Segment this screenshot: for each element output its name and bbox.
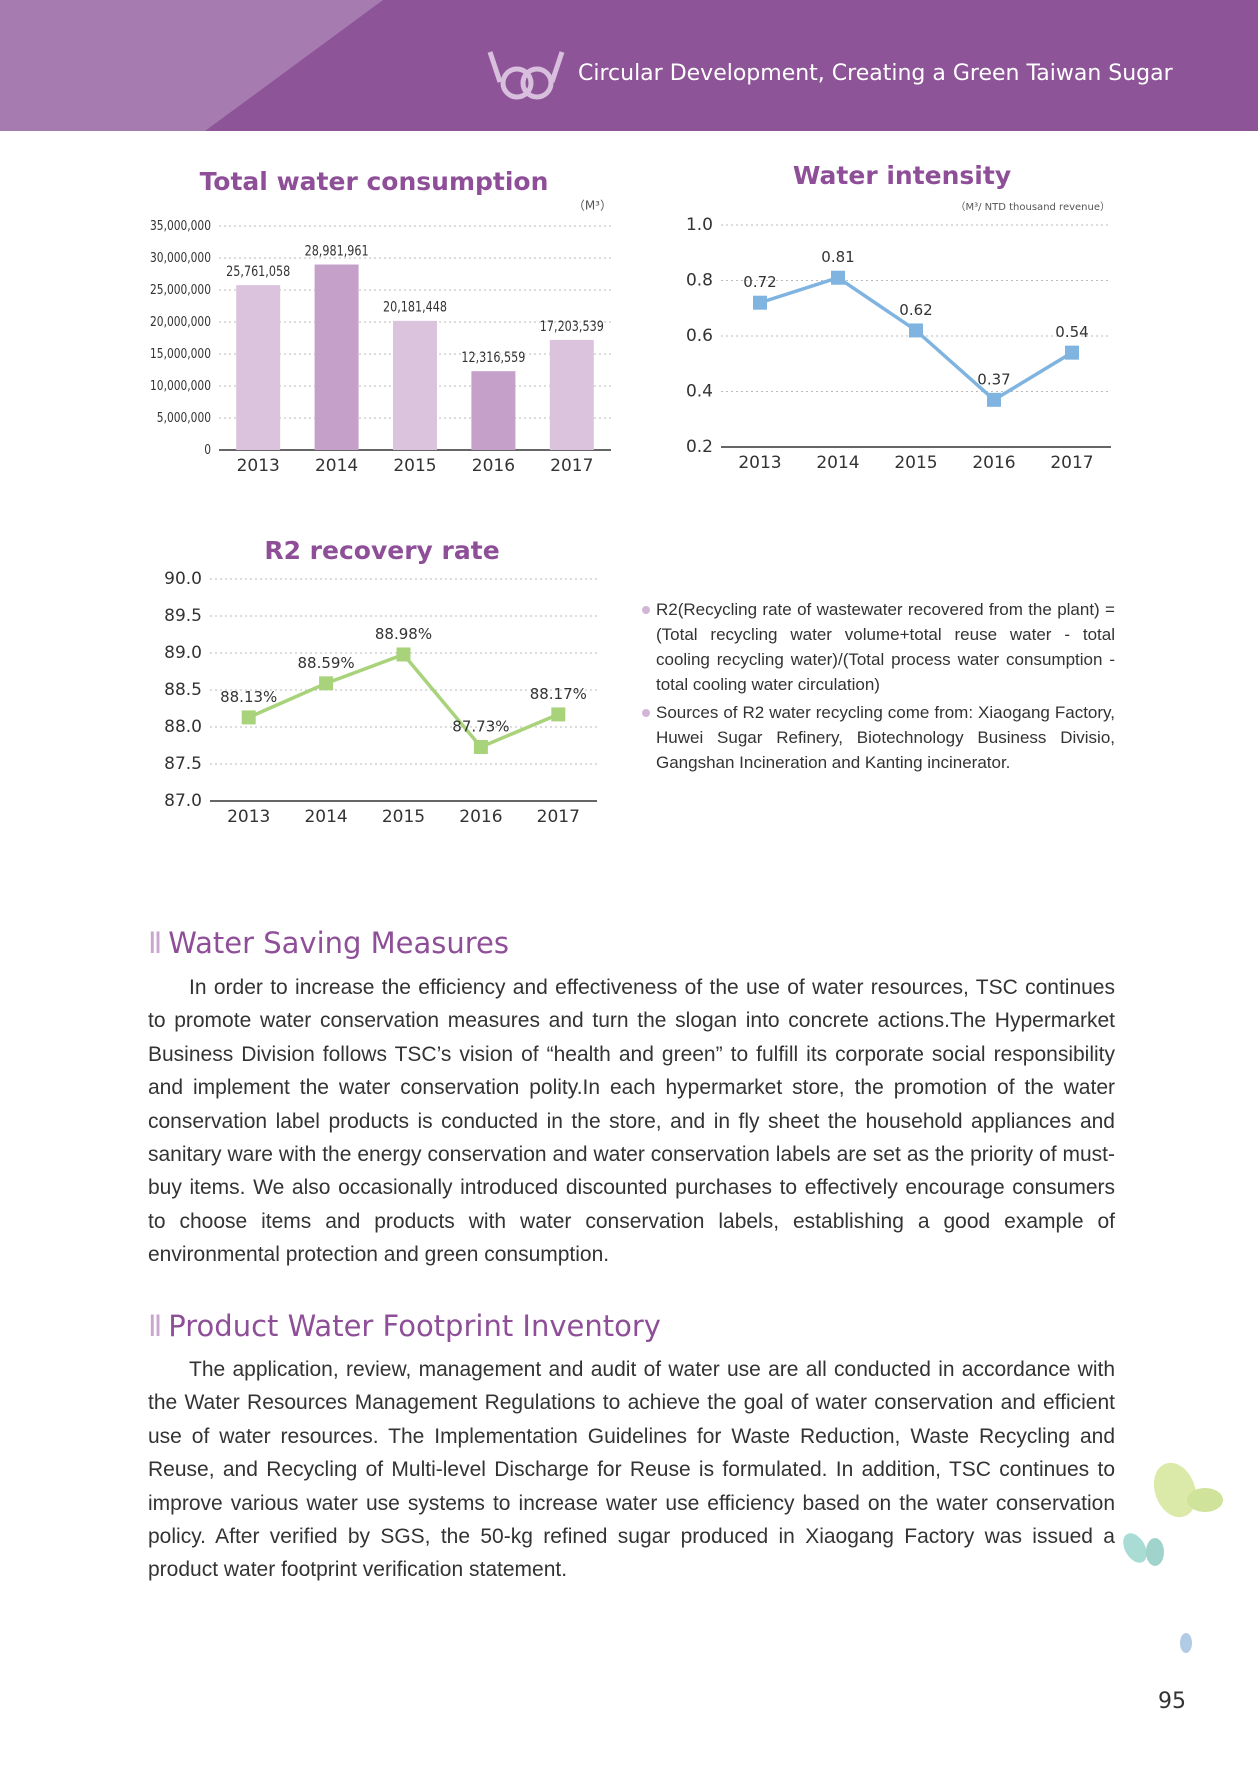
header-accent <box>0 0 383 131</box>
x-tick-label: 2017 <box>550 456 593 476</box>
bar <box>549 339 594 450</box>
page-number: 95 <box>1158 1689 1186 1714</box>
section-heading: Ⅱ Water Saving Measures <box>148 926 509 960</box>
y-tick-label: 0.4 <box>686 382 713 402</box>
note: Sources of R2 water recycling come from:… <box>640 700 1115 775</box>
notes: R2(Recycling rate of wastewater recovere… <box>640 597 1115 778</box>
x-tick-label: 2015 <box>382 807 425 827</box>
y-tick-label: 90.0 <box>164 569 202 589</box>
heading-marker: Ⅱ <box>148 1309 163 1343</box>
note: R2(Recycling rate of wastewater recovere… <box>640 597 1115 697</box>
y-tick-label: 10,000,000 <box>150 378 211 393</box>
marker <box>987 392 1001 407</box>
data-label: 17,203,539 <box>540 318 604 335</box>
bar <box>236 285 281 450</box>
y-tick-label: 0.8 <box>686 271 713 291</box>
y-tick-label: 1.0 <box>686 215 713 235</box>
y-tick-label: 0.6 <box>686 326 713 346</box>
butterflies <box>1123 1462 1223 1653</box>
x-tick-label: 2017 <box>1050 453 1093 473</box>
marker <box>241 710 256 725</box>
chart-title: Total water consumption <box>200 167 549 196</box>
section-heading: Ⅱ Product Water Footprint Inventory <box>148 1309 661 1343</box>
line <box>759 275 1073 402</box>
heading-text: Water Saving Measures <box>168 926 509 960</box>
y-tick-label: 15,000,000 <box>150 346 211 361</box>
data-label: 0.37 <box>977 370 1010 388</box>
y-tick-label: 35,000,000 <box>150 218 211 233</box>
chart-title: R2 recovery rate <box>264 536 499 565</box>
x-tick-label: 2015 <box>393 456 436 476</box>
data-label: 0.72 <box>743 273 776 291</box>
x-tick-label: 2013 <box>237 456 280 476</box>
marker <box>473 739 488 754</box>
y-tick-label: 25,000,000 <box>150 282 211 297</box>
data-label: 88.59% <box>297 654 354 672</box>
marker <box>319 676 334 691</box>
y-tick-label: 30,000,000 <box>150 250 211 265</box>
data-label: 88.13% <box>220 688 277 706</box>
data-label: 25,761,058 <box>226 263 290 280</box>
data-label: 88.17% <box>530 685 587 703</box>
paragraph: In order to increase the efficiency and … <box>148 976 1115 1267</box>
y-tick-label: 20,000,000 <box>150 314 211 329</box>
y-tick-label: 89.5 <box>164 606 202 626</box>
x-tick-label: 2017 <box>537 807 580 827</box>
unit-label: （M³） <box>573 199 612 213</box>
marker <box>909 323 923 338</box>
data-label: 87.73% <box>452 717 509 735</box>
y-tick-label: 5,000,000 <box>157 410 211 425</box>
logo <box>487 51 565 100</box>
unit-label: （M³/ NTD thousand revenue） <box>955 201 1110 213</box>
data-label: 28,981,961 <box>305 242 369 259</box>
x-tick-label: 2016 <box>459 807 502 827</box>
x-tick-label: 2013 <box>738 453 781 473</box>
x-tick-label: 2016 <box>972 453 1015 473</box>
chart-title: Water intensity <box>793 161 1011 190</box>
bar <box>314 264 359 450</box>
x-tick-label: 2016 <box>472 456 515 476</box>
header-title: Circular Development, Creating a Green T… <box>578 61 1174 86</box>
x-tick-label: 2013 <box>227 807 270 827</box>
y-tick-label: 0 <box>204 442 211 457</box>
data-label: 0.81 <box>821 248 854 266</box>
data-label: 20,181,448 <box>383 298 447 315</box>
y-tick-label: 87.5 <box>164 754 202 774</box>
marker <box>551 707 566 722</box>
heading-text: Product Water Footprint Inventory <box>168 1309 661 1343</box>
data-label: 0.54 <box>1055 323 1088 341</box>
marker <box>753 295 767 310</box>
bar <box>393 320 437 450</box>
x-tick-label: 2015 <box>894 453 937 473</box>
data-label: 88.98% <box>375 625 432 643</box>
y-tick-label: 87.0 <box>164 791 202 811</box>
line <box>247 652 559 750</box>
marker <box>396 647 411 662</box>
y-tick-label: 88.5 <box>164 680 202 700</box>
marker <box>831 270 845 285</box>
paragraph: The application, review, management and … <box>148 1358 1115 1582</box>
heading-marker: Ⅱ <box>148 926 163 960</box>
data-label: 12,316,559 <box>461 349 525 366</box>
x-tick-label: 2014 <box>816 453 859 473</box>
x-tick-label: 2014 <box>304 807 347 827</box>
data-label: 0.62 <box>899 301 932 319</box>
marker <box>1065 345 1079 360</box>
x-tick-label: 2014 <box>315 456 358 476</box>
y-tick-label: 0.2 <box>686 437 713 457</box>
y-tick-label: 88.0 <box>164 717 202 737</box>
y-tick-label: 89.0 <box>164 643 202 663</box>
bar <box>471 371 516 450</box>
